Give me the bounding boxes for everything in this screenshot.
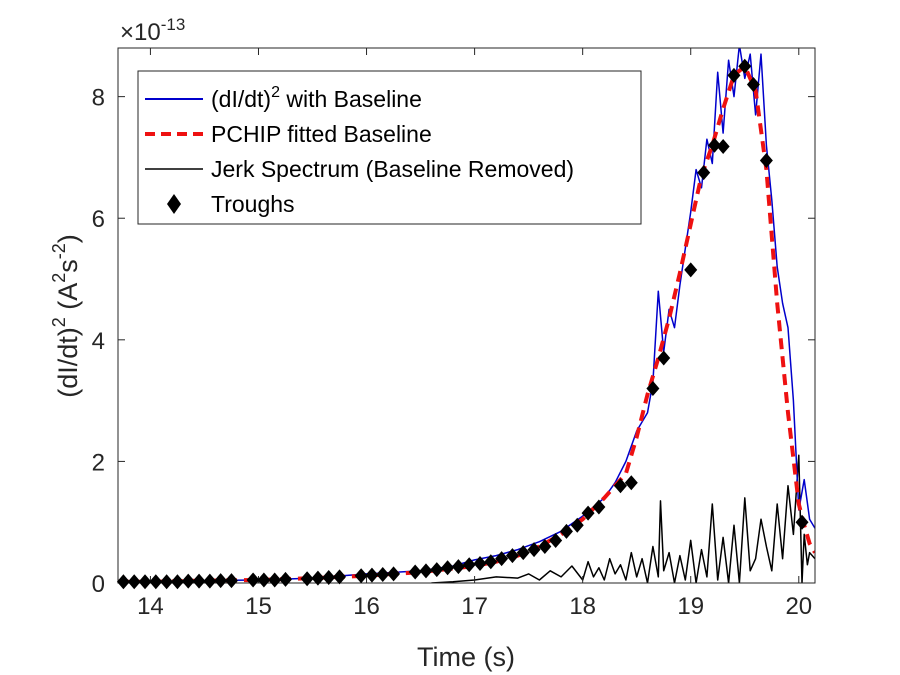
trough-marker bbox=[214, 573, 228, 589]
y-tick-label: 4 bbox=[92, 328, 105, 355]
trough-marker bbox=[376, 566, 390, 582]
trough-marker bbox=[473, 556, 487, 572]
trough-marker bbox=[322, 570, 336, 586]
y-tick-label: 6 bbox=[92, 206, 105, 233]
x-tick-label: 16 bbox=[353, 593, 380, 620]
trough-marker bbox=[516, 545, 530, 561]
trough-marker bbox=[300, 571, 314, 587]
trough-marker bbox=[462, 557, 476, 573]
trough-marker bbox=[484, 554, 498, 570]
trough-marker bbox=[559, 523, 573, 539]
series-jerk-spectrum-line bbox=[431, 454, 815, 583]
trough-marker bbox=[430, 562, 444, 578]
trough-marker bbox=[451, 559, 465, 575]
y-axis-label: (dI/dt)2 (A2s-2) bbox=[49, 234, 83, 398]
trough-marker bbox=[592, 499, 606, 515]
trough-marker bbox=[278, 571, 292, 587]
legend-swatch-troughs bbox=[167, 194, 181, 214]
trough-marker bbox=[570, 517, 584, 533]
legend: (dI/dt)2 with Baseline PCHIP fitted Base… bbox=[137, 70, 642, 225]
trough-marker bbox=[224, 573, 238, 589]
y-tick-label: 8 bbox=[92, 85, 105, 112]
x-tick-label: 19 bbox=[677, 593, 704, 620]
trough-marker bbox=[738, 58, 752, 74]
plot-frame bbox=[117, 47, 816, 584]
x-tick-label: 20 bbox=[785, 593, 812, 620]
y-tick-label: 2 bbox=[92, 449, 105, 476]
trough-marker bbox=[387, 566, 401, 582]
trough-marker bbox=[408, 564, 422, 580]
trough-marker bbox=[646, 380, 660, 396]
trough-marker bbox=[246, 572, 260, 588]
trough-marker bbox=[116, 574, 130, 590]
legend-label-baseline-signal: (dI/dt)2 with Baseline bbox=[211, 84, 422, 112]
trough-marker bbox=[684, 262, 698, 278]
legend-label-pchip: PCHIP fitted Baseline bbox=[211, 121, 432, 147]
trough-marker bbox=[160, 574, 174, 590]
trough-marker bbox=[192, 573, 206, 589]
trough-marker bbox=[759, 152, 773, 168]
trough-marker bbox=[138, 574, 152, 590]
trough-marker bbox=[311, 570, 325, 586]
series-pchip-baseline-line bbox=[118, 64, 815, 583]
x-tick-label: 15 bbox=[245, 593, 272, 620]
trough-marker bbox=[170, 574, 184, 590]
x-axis-label: Time (s) bbox=[417, 642, 515, 672]
x-axis: 14 15 16 17 18 19 20 bbox=[137, 48, 812, 620]
y-tick-label: 0 bbox=[92, 571, 105, 598]
trough-marker bbox=[365, 567, 379, 583]
x-tick-label: 17 bbox=[461, 593, 488, 620]
trough-marker bbox=[527, 542, 541, 558]
trough-marker bbox=[181, 573, 195, 589]
trough-marker bbox=[419, 563, 433, 579]
y-multiplier: ×10-13 bbox=[120, 15, 185, 46]
legend-box bbox=[137, 70, 642, 225]
x-tick-label: 18 bbox=[569, 593, 596, 620]
trough-marker bbox=[624, 475, 638, 491]
legend-label-troughs: Troughs bbox=[211, 191, 295, 217]
trough-marker bbox=[795, 514, 809, 530]
trough-marker bbox=[441, 560, 455, 576]
trough-marker bbox=[716, 138, 730, 154]
trough-marker bbox=[581, 505, 595, 521]
trough-marker bbox=[727, 67, 741, 83]
trough-marker bbox=[495, 551, 509, 567]
trough-marker bbox=[697, 165, 711, 181]
legend-label-jerk: Jerk Spectrum (Baseline Removed) bbox=[211, 156, 574, 182]
trough-marker bbox=[613, 478, 627, 494]
trough-marker bbox=[257, 572, 271, 588]
trough-marker bbox=[203, 573, 217, 589]
trough-marker bbox=[333, 569, 347, 585]
trough-marker bbox=[538, 539, 552, 555]
trough-marker bbox=[505, 548, 519, 564]
trough-marker bbox=[746, 76, 760, 92]
trough-marker bbox=[354, 568, 368, 584]
trough-marker bbox=[708, 137, 722, 153]
trough-marker bbox=[549, 532, 563, 548]
trough-marker bbox=[127, 574, 141, 590]
y-axis: 0 2 4 6 8 bbox=[92, 85, 815, 598]
x-tick-label: 14 bbox=[137, 593, 164, 620]
trough-marker bbox=[149, 574, 163, 590]
trough-marker bbox=[268, 572, 282, 588]
trough-marker bbox=[657, 350, 671, 366]
